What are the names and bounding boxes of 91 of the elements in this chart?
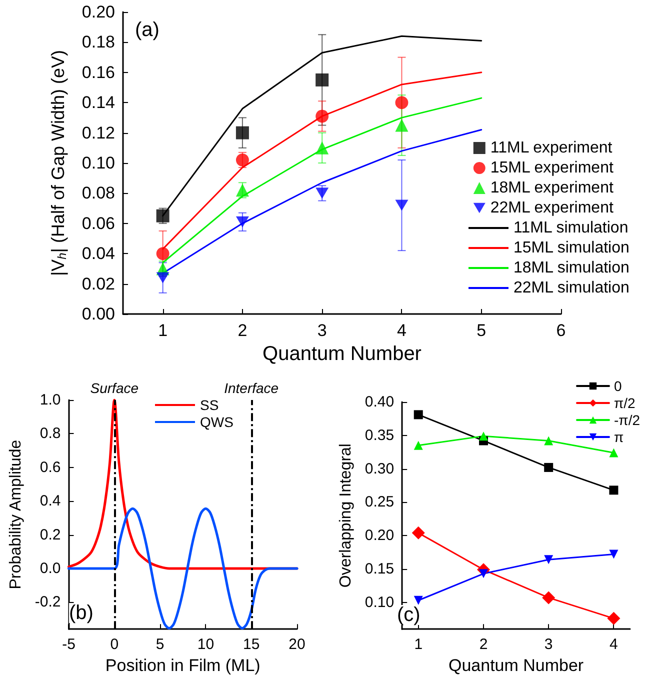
point bbox=[395, 96, 408, 110]
y-tick-label: 0.06 bbox=[82, 214, 115, 233]
y-tick-label: 0.10 bbox=[82, 154, 115, 172]
ref-line-label: Surface bbox=[90, 380, 139, 396]
y-tick-label: 1.0 bbox=[40, 392, 61, 408]
y-tick-label: 0.20 bbox=[364, 527, 394, 544]
y-tick-label: 0.14 bbox=[82, 93, 115, 112]
point bbox=[544, 436, 554, 446]
x-tick-label: 3 bbox=[317, 321, 327, 340]
point bbox=[316, 73, 329, 86]
x-tick-label: -5 bbox=[62, 636, 76, 654]
x-axis-title: Position in Film (ML) bbox=[105, 656, 260, 675]
legend-label: 18ML simulation bbox=[514, 260, 630, 276]
y-axis-title: Overlapping Integral bbox=[338, 444, 354, 588]
legend-label: π bbox=[614, 429, 624, 445]
point bbox=[414, 596, 423, 605]
point bbox=[609, 448, 618, 458]
x-tick-label: 0 bbox=[110, 636, 119, 654]
point bbox=[414, 440, 423, 450]
legend-label: 11ML experiment bbox=[490, 140, 613, 156]
y-tick-label: 0.04 bbox=[82, 244, 115, 264]
legend-label: 15ML simulation bbox=[514, 240, 630, 256]
point bbox=[316, 188, 329, 199]
x-tick-label: 5 bbox=[476, 321, 486, 340]
point bbox=[607, 612, 620, 625]
legend-label: QWS bbox=[200, 414, 234, 430]
y-tick-label: 0.40 bbox=[364, 394, 394, 410]
point bbox=[395, 200, 408, 211]
y-tick-label: 0.2 bbox=[40, 526, 61, 544]
point bbox=[156, 272, 170, 284]
x-tick-label: 4 bbox=[610, 636, 618, 654]
point bbox=[414, 410, 423, 420]
x-tick-label: 3 bbox=[544, 636, 553, 654]
y-tick-label: 0.30 bbox=[364, 460, 394, 478]
point bbox=[395, 118, 408, 132]
y-axis-title: |Vh| (Half of Gap Width) (eV) bbox=[48, 50, 69, 276]
y-axis-title: Probability Amplitude bbox=[8, 440, 24, 590]
x-axis-title: Quantum Number bbox=[262, 343, 422, 365]
x-tick-label: 10 bbox=[197, 636, 214, 654]
y-tick-label: 0.18 bbox=[82, 32, 115, 52]
x-tick-label: 2 bbox=[479, 636, 488, 654]
point bbox=[236, 216, 249, 228]
point bbox=[609, 550, 618, 559]
x-tick-label: 5 bbox=[156, 636, 164, 654]
y-tick-label: 0.20 bbox=[82, 2, 115, 22]
y-tick-label: 0.12 bbox=[82, 123, 115, 142]
y-tick-label: 0.0 bbox=[40, 560, 61, 577]
x-tick-label: 6 bbox=[556, 321, 566, 340]
point bbox=[478, 569, 488, 578]
annotation: (b) bbox=[69, 602, 94, 624]
x-tick-label: 2 bbox=[238, 321, 248, 340]
annotation: (a) bbox=[135, 19, 160, 41]
legend-label: SS bbox=[200, 397, 219, 413]
point bbox=[316, 141, 329, 154]
legend-label: 22ML simulation bbox=[514, 280, 630, 296]
y-tick-label: -0.2 bbox=[34, 594, 61, 611]
ref-line-label: Interface bbox=[224, 380, 279, 396]
legend-label: 0 bbox=[614, 378, 622, 394]
y-tick-label: 0.15 bbox=[364, 560, 394, 578]
legend-label: -π/2 bbox=[614, 412, 640, 428]
y-tick-label: 0.16 bbox=[82, 62, 115, 82]
point bbox=[544, 462, 554, 472]
legend-label: 15ML experiment bbox=[490, 160, 614, 176]
y-tick-label: 0.10 bbox=[364, 594, 394, 611]
point bbox=[316, 110, 329, 123]
y-tick-label: 0.35 bbox=[364, 426, 394, 444]
x-tick-label: 20 bbox=[288, 636, 306, 654]
y-tick-label: 0.8 bbox=[40, 425, 61, 442]
x-tick-label: 1 bbox=[158, 321, 168, 340]
x-tick-label: 4 bbox=[396, 321, 406, 340]
y-tick-label: 0.02 bbox=[82, 274, 115, 294]
point bbox=[542, 591, 556, 604]
point bbox=[236, 126, 249, 140]
y-tick-label: 0.4 bbox=[40, 492, 61, 510]
y-tick-label: 0.08 bbox=[82, 184, 115, 203]
x-tick-label: 1 bbox=[414, 636, 423, 654]
legend-label: 18ML experiment bbox=[490, 180, 614, 196]
point bbox=[478, 432, 488, 441]
point bbox=[544, 555, 554, 564]
point bbox=[412, 526, 425, 540]
legend-label: π/2 bbox=[614, 395, 636, 411]
annotation: (c) bbox=[397, 604, 420, 626]
y-tick-label: 0.25 bbox=[364, 494, 394, 511]
legend-label: 11ML simulation bbox=[514, 220, 628, 236]
legend-label: 22ML experiment bbox=[490, 200, 614, 216]
point bbox=[156, 247, 170, 260]
point bbox=[609, 486, 618, 495]
x-tick-label: 15 bbox=[243, 636, 260, 654]
y-tick-label: 0.6 bbox=[40, 458, 61, 476]
x-axis-title: Quantum Number bbox=[448, 656, 584, 675]
y-tick-label: 0.00 bbox=[82, 304, 115, 324]
